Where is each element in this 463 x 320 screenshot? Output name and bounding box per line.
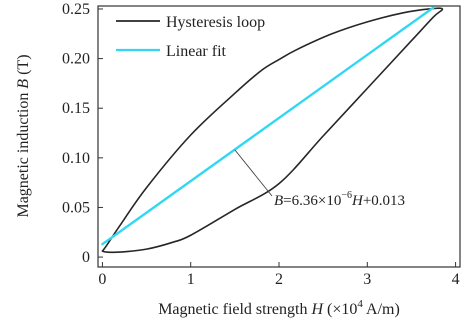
legend-label-linear-fit: Linear fit: [166, 43, 227, 60]
x-tick-label: 3: [363, 271, 371, 288]
x-tick-label: 2: [275, 271, 283, 288]
y-label-unit: (T): [15, 54, 32, 78]
x-axis-label: Magnetic field strength H (×104 A/m): [158, 298, 400, 318]
legend: Hysteresis loop Linear fit: [116, 14, 265, 60]
axis-ticks: [98, 8, 457, 267]
y-tick-label: 0: [82, 249, 90, 266]
y-tick-label: 0.20: [62, 51, 90, 68]
x-tick-label: 4: [452, 271, 460, 288]
y-label-var: B: [15, 79, 32, 89]
y-tick-label: 0.25: [62, 1, 90, 18]
y-axis-label: Magnetic induction B (T): [15, 54, 32, 217]
fit-equation-annotation: B=6.36×10−6H+0.013: [274, 190, 405, 209]
series-linear-fit: [101, 6, 435, 246]
plot-frame: [97, 5, 461, 268]
x-tick-label: 0: [98, 271, 106, 288]
annotation-leader-line: [234, 149, 273, 197]
x-label-prefix: Magnetic field strength: [158, 301, 311, 318]
x-label-unit-close: A/m): [363, 301, 400, 318]
x-label-unit-exp: 4: [357, 298, 363, 310]
eq-part-2: +0.013: [363, 193, 405, 209]
series-layer: [101, 6, 444, 254]
x-tick-label: 1: [187, 271, 195, 288]
y-tick-labels: 0 0.05 0.10 0.15 0.20 0.25: [62, 1, 90, 266]
y-tick-label: 0.15: [62, 100, 90, 117]
y-tick-label: 0.05: [62, 199, 90, 216]
eq-exponent: −6: [341, 190, 352, 201]
eq-var-b: B: [274, 193, 283, 209]
x-label-unit-open: (×10: [323, 301, 357, 318]
x-tick-labels: 0 1 2 3 4: [98, 271, 459, 288]
eq-var-h: H: [351, 193, 364, 209]
series-hysteresis-loop: [101, 7, 444, 254]
x-label-var: H: [310, 301, 324, 318]
y-tick-label: 0.10: [62, 150, 90, 167]
plot-area: [97, 5, 461, 268]
eq-part-1: =6.36×10: [283, 193, 341, 209]
legend-label-hysteresis: Hysteresis loop: [166, 14, 265, 31]
y-label-prefix: Magnetic induction: [15, 89, 32, 218]
